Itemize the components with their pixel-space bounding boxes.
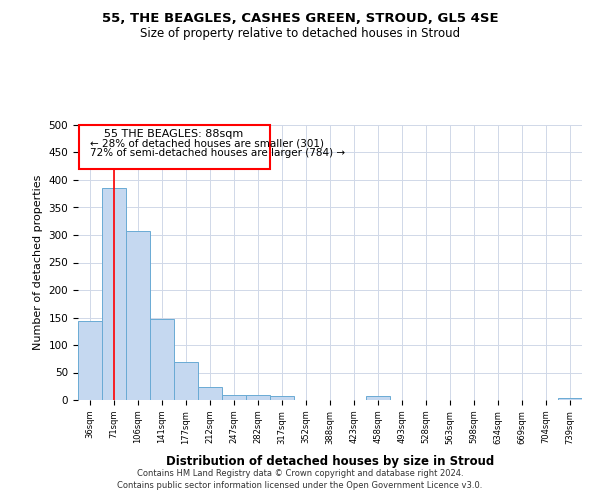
Bar	[174, 362, 198, 400]
Bar	[222, 394, 246, 400]
Text: 72% of semi-detached houses are larger (784) →: 72% of semi-detached houses are larger (…	[90, 148, 345, 158]
Bar	[198, 387, 222, 400]
Y-axis label: Number of detached properties: Number of detached properties	[33, 175, 43, 350]
X-axis label: Distribution of detached houses by size in Stroud: Distribution of detached houses by size …	[166, 455, 494, 468]
Bar	[79, 125, 270, 169]
Bar	[366, 396, 390, 400]
Bar	[126, 231, 150, 400]
Text: 55 THE BEAGLES: 88sqm: 55 THE BEAGLES: 88sqm	[104, 130, 244, 140]
Bar	[270, 396, 294, 400]
Text: Contains HM Land Registry data © Crown copyright and database right 2024.
Contai: Contains HM Land Registry data © Crown c…	[118, 468, 482, 490]
Bar	[150, 318, 174, 400]
Bar	[246, 394, 270, 400]
Text: ← 28% of detached houses are smaller (301): ← 28% of detached houses are smaller (30…	[90, 138, 324, 149]
Bar	[78, 322, 102, 400]
Text: Size of property relative to detached houses in Stroud: Size of property relative to detached ho…	[140, 28, 460, 40]
Bar	[558, 398, 582, 400]
Bar	[102, 188, 126, 400]
Text: 55, THE BEAGLES, CASHES GREEN, STROUD, GL5 4SE: 55, THE BEAGLES, CASHES GREEN, STROUD, G…	[101, 12, 499, 26]
